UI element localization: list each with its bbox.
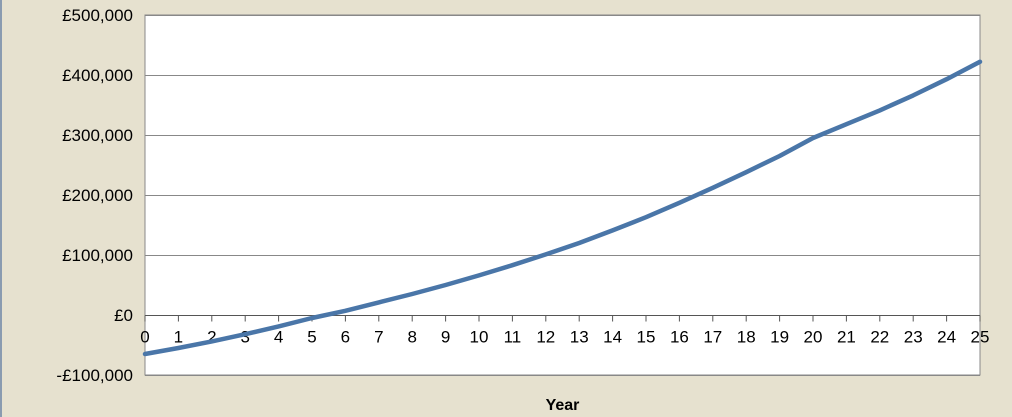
y-tick-label: -£100,000: [56, 366, 133, 385]
x-tick-label: 14: [603, 328, 622, 347]
x-tick-label: 24: [937, 328, 956, 347]
y-tick-label: £400,000: [62, 66, 133, 85]
x-tick-label: 10: [470, 328, 489, 347]
x-axis-labels: 0 1 2 3 4 5 6 7 8 9 10 11 12 13 14 15 16 17 18 19 20 21 22 23 24…: [140, 328, 989, 347]
x-tick-label: 12: [536, 328, 555, 347]
series-layer: [142, 59, 983, 357]
y-tick-label: £500,000: [62, 6, 133, 25]
x-tick-label: 6: [341, 328, 350, 347]
x-tick-label: 9: [441, 328, 450, 347]
x-tick-label: 5: [307, 328, 316, 347]
x-tick-label: 4: [274, 328, 283, 347]
x-tick-label: 20: [804, 328, 823, 347]
series-line: [142, 59, 983, 357]
y-tick-label: £0: [114, 306, 133, 325]
y-tick-label: £100,000: [62, 246, 133, 265]
x-tick-label: 18: [737, 328, 756, 347]
x-tick-label: 1: [174, 328, 183, 347]
x-tick-label: 11: [504, 328, 522, 347]
y-axis-labels: £500,000 £400,000 £300,000 £200,000 £100,000…: [56, 6, 133, 385]
x-tick-label: 2: [207, 328, 216, 347]
x-tick-label: 8: [407, 328, 416, 347]
x-tick-label: 17: [703, 328, 722, 347]
x-axis: [144, 315, 981, 322]
x-axis-title: Year: [546, 397, 580, 414]
x-tick-label: 23: [904, 328, 923, 347]
x-tick-label: 3: [240, 328, 249, 347]
x-tick-label: 22: [870, 328, 889, 347]
x-tick-label: 13: [570, 328, 589, 347]
x-tick-label: 15: [637, 328, 656, 347]
y-tick-label: £300,000: [62, 126, 133, 145]
y-tick-label: £200,000: [62, 186, 133, 205]
x-tick-label: 0: [140, 328, 149, 347]
x-tick-label: 19: [770, 328, 789, 347]
x-tick-label: 16: [670, 328, 689, 347]
x-tick-label: 25: [971, 328, 990, 347]
x-tick-label: 7: [374, 328, 383, 347]
x-tick-label: 21: [837, 328, 856, 347]
